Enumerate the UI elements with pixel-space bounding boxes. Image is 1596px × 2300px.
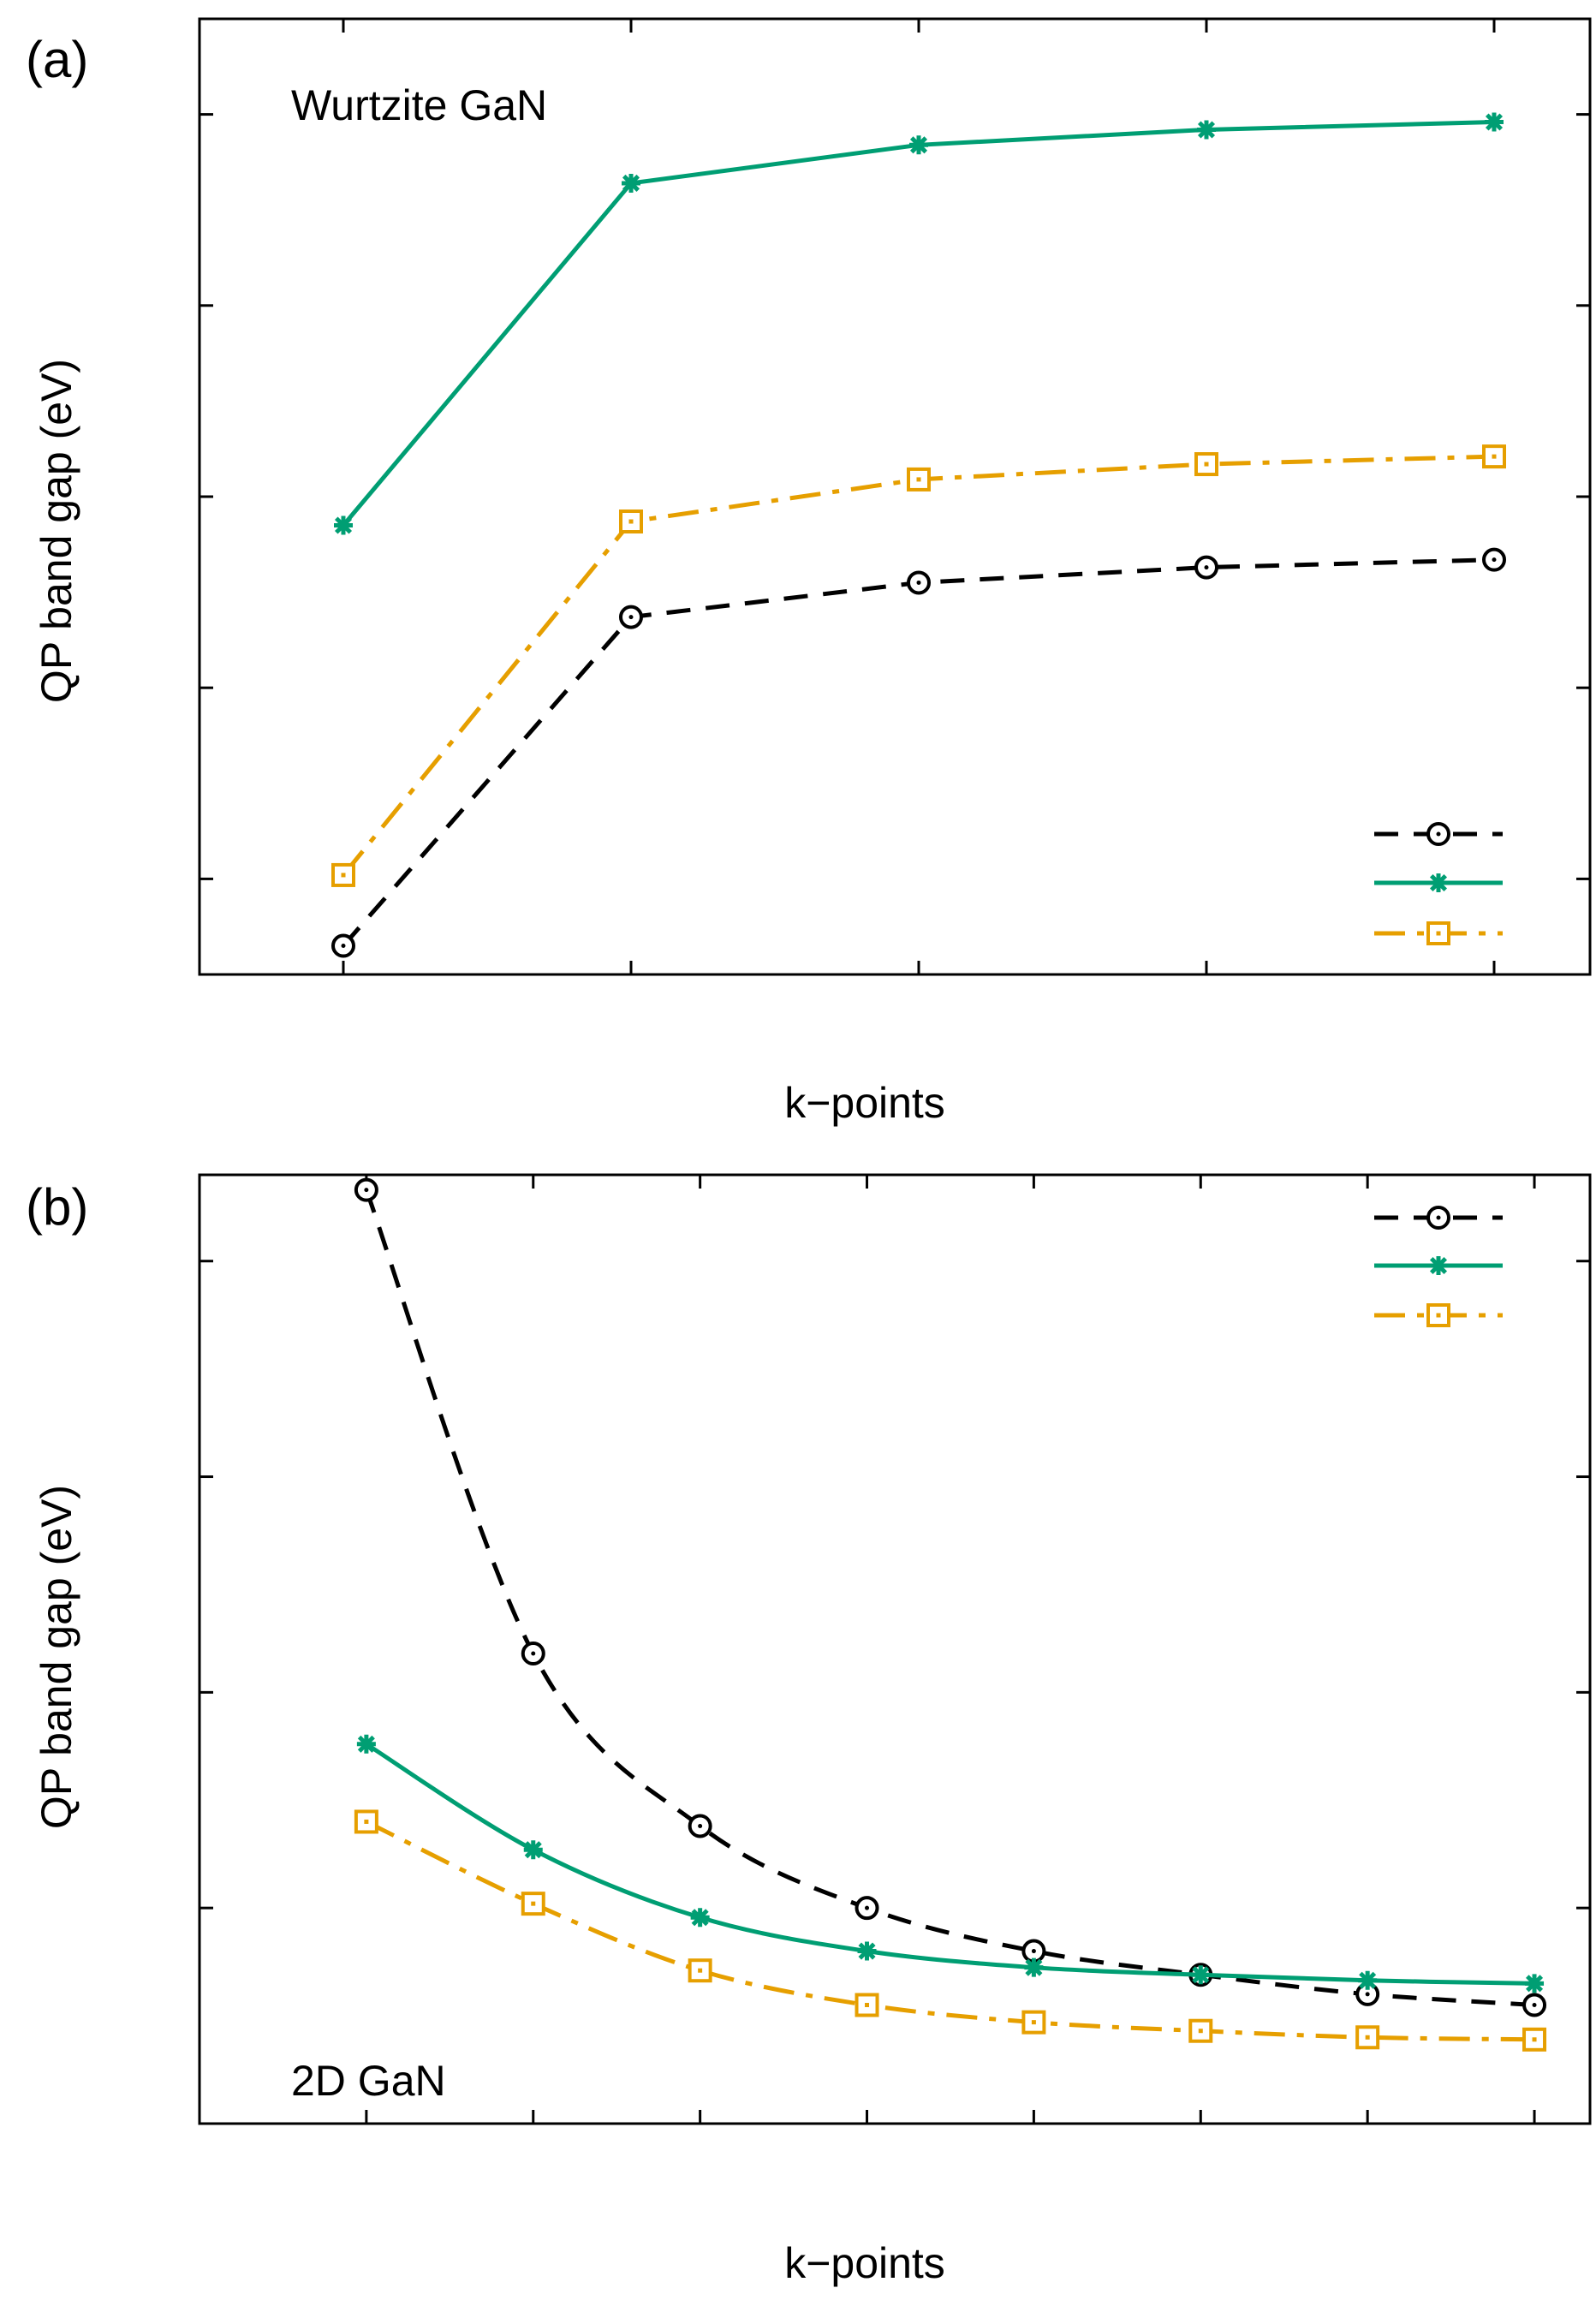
panel-a-annotation: Wurtzite GaN xyxy=(291,81,547,129)
panel-b-series-ecut-point xyxy=(1522,2027,1547,2052)
panel-b-series-extrapolation-line xyxy=(365,1742,1535,1986)
panel-a-legend-marker-extrapolation xyxy=(1429,873,1448,892)
panel-b-series-ppa-point-dot xyxy=(698,1823,703,1828)
panel-b-series-extrapolation-point xyxy=(1024,1957,1044,1977)
panel-b-annotation: 2D GaN xyxy=(291,2057,446,2105)
panel-b-series-ecut-point-dot xyxy=(364,1819,369,1824)
panel-b-series-ecut-point xyxy=(354,1809,378,1834)
panel-b-series-ecut-point-dot xyxy=(1198,2029,1203,2034)
panel-a-series-ecut-line xyxy=(342,454,1495,877)
panel-b-series-extrapolation-point xyxy=(1358,1970,1378,1990)
panel-b-series-ecut-point-dot xyxy=(1031,2020,1036,2025)
panel-a-series-ecut-point-dot xyxy=(628,519,634,524)
panel-a-series-extrapolation-point xyxy=(909,135,928,155)
panel-a-series-extrapolation-line xyxy=(342,120,1495,527)
panel-a-series-ppa-point-dot xyxy=(916,580,921,585)
panel-b-series-extrapolation-point xyxy=(1525,1974,1545,1993)
panel-b-series-extrapolation-point xyxy=(690,1908,710,1928)
panel-b-series-ppa-point-dot xyxy=(1031,1949,1036,1954)
panel-a-series-extrapolation-point xyxy=(622,173,640,193)
panel-a-series-ppa-point-dot xyxy=(341,944,346,949)
panel-b-legend-marker-ppa-dot xyxy=(1436,1215,1441,1220)
panel-b-series-ppa-point-dot xyxy=(1365,1992,1370,1997)
panel-a-series-ppa-line xyxy=(342,557,1495,948)
panel-b-series-ecut-point xyxy=(521,1892,545,1916)
panel-a-series-ecut-point-dot xyxy=(341,873,346,878)
panel-b-series-ppa-line xyxy=(364,1189,1535,2007)
panel-b-series-ecut-point-dot xyxy=(698,1968,703,1973)
panel-b-series-ecut-point-dot xyxy=(1532,2037,1537,2042)
panel-b-series-ecut-point-dot xyxy=(531,1901,536,1906)
panel-b-label: (b) xyxy=(26,1178,88,1236)
panel-a-chart: (a) Wurtzite GaN k−points QP band gap (e… xyxy=(26,17,1592,1127)
panel-b-series-ecut-point-dot xyxy=(865,2003,870,2007)
panel-a-plot-frame xyxy=(198,17,1592,976)
panel-a-series-extrapolation-point xyxy=(334,515,353,535)
panel-b-plot-frame xyxy=(198,1173,1592,2125)
panel-b-series-extrapolation-point xyxy=(1191,1965,1211,1985)
panel-b-series-ppa-point-dot xyxy=(865,1905,870,1910)
panel-a-series-ppa-point-dot xyxy=(628,615,634,620)
panel-a-legend-marker-ppa-dot xyxy=(1436,831,1441,837)
panel-a-series-ppa-point-dot xyxy=(1204,565,1209,570)
panel-a-series-ecut-point-dot xyxy=(1492,454,1497,459)
panel-a-label: (a) xyxy=(26,31,88,88)
panel-b-series-ecut-line xyxy=(365,1820,1535,2042)
panel-b-xlabel: k−points xyxy=(784,2239,945,2287)
panel-b-series-ppa-point-dot xyxy=(1532,2003,1537,2007)
panel-b-ylabel: QP band gap (eV) xyxy=(33,1485,80,1829)
panel-b-series-ecut-point-dot xyxy=(1365,2035,1370,2040)
panel-a-legend-marker-ecut-dot xyxy=(1436,931,1441,936)
panel-a-series-ecut-point-dot xyxy=(916,477,921,482)
panel-a-xlabel: k−points xyxy=(784,1079,945,1127)
panel-b-series-ecut-point xyxy=(688,1958,712,1983)
panel-b-legend-marker-extrapolation xyxy=(1429,1256,1448,1275)
panel-a-series-extrapolation-point xyxy=(1485,112,1504,132)
panel-b-series-extrapolation-point xyxy=(857,1941,877,1961)
panel-b-series-extrapolation-point xyxy=(356,1734,376,1754)
panel-b-legend-marker-ecut-dot xyxy=(1436,1313,1441,1318)
panel-b-series-ppa-point-dot xyxy=(364,1188,369,1193)
panel-a-series-ecut-point-dot xyxy=(1204,462,1209,467)
panel-b-chart: (b) 2D GaN k−points QP band gap (eV) xyxy=(26,1173,1592,2287)
panel-a-series-extrapolation-point xyxy=(1197,120,1216,140)
panel-a-ylabel: QP band gap (eV) xyxy=(33,359,80,703)
panel-b-series-extrapolation-point xyxy=(523,1840,543,1860)
panel-b-series-ppa-point-dot xyxy=(531,1651,536,1656)
panel-a-series-ppa-point-dot xyxy=(1492,557,1497,563)
